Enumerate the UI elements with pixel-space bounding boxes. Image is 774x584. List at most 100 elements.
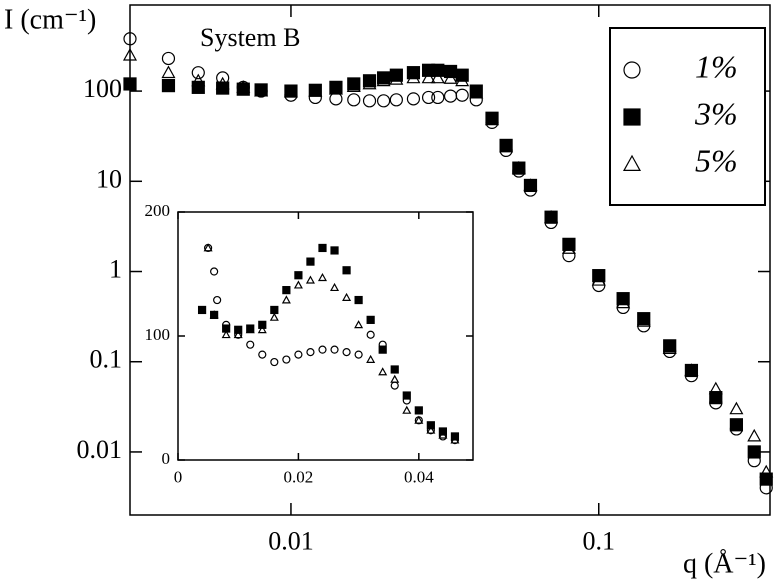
data-point [592, 269, 606, 283]
data-point [354, 295, 363, 305]
data-point [281, 295, 291, 304]
data-point [455, 88, 469, 102]
data-point [318, 345, 327, 354]
data-point [376, 73, 391, 87]
data-point [294, 350, 303, 359]
data-point [561, 241, 576, 254]
data-point [306, 257, 315, 266]
data-point [215, 76, 230, 90]
data-point [469, 85, 484, 99]
data-point [414, 406, 423, 415]
data-point [161, 51, 176, 66]
data-point [443, 71, 458, 84]
data-point [616, 292, 630, 306]
x-tick-label: 0.04 [404, 468, 434, 487]
data-point [269, 312, 279, 321]
data-point [389, 68, 403, 82]
x-tick-label: 0.1 [583, 527, 616, 556]
data-point [347, 93, 361, 107]
data-point [191, 80, 205, 94]
data-point [708, 381, 723, 395]
data-point [210, 267, 219, 276]
data-point [283, 84, 298, 98]
data-point [257, 325, 267, 334]
data-point [293, 280, 303, 289]
data-point [254, 83, 269, 97]
x-axis-label: q (Å⁻¹) [683, 548, 766, 579]
data-point [330, 282, 340, 292]
data-point [282, 286, 291, 295]
y-tick-label: 10 [96, 164, 122, 193]
y-tick-label: 0.01 [77, 435, 123, 464]
data-point [317, 272, 328, 282]
data-point [389, 72, 404, 85]
data-point [366, 330, 375, 339]
legend-marker [623, 61, 641, 79]
data-point [236, 80, 251, 93]
data-point [161, 65, 176, 79]
data-point [759, 472, 773, 486]
data-point [562, 237, 576, 251]
data-point [378, 345, 387, 354]
plot-frame [177, 211, 474, 461]
data-point [402, 391, 411, 400]
data-point [431, 90, 445, 105]
data-point [197, 305, 207, 315]
data-point [406, 92, 421, 106]
data-point [759, 464, 774, 478]
data-point [469, 84, 483, 98]
legend-label: 3% [694, 95, 738, 131]
data-point [747, 445, 761, 459]
data-point [390, 374, 400, 383]
data-point [421, 70, 436, 84]
data-point [270, 357, 279, 367]
data-point [161, 79, 176, 93]
data-point [330, 345, 339, 354]
data-point [329, 80, 343, 94]
data-point [484, 112, 500, 126]
data-point [616, 295, 631, 309]
data-point [450, 435, 460, 444]
data-point [662, 341, 677, 354]
legend-marker [623, 108, 641, 126]
data-point [389, 93, 403, 107]
data-point [455, 73, 470, 87]
legend-label: 5% [695, 142, 738, 178]
data-point [511, 160, 526, 174]
data-point [216, 81, 230, 95]
data-point [308, 83, 323, 97]
data-point [377, 94, 391, 108]
data-point [191, 66, 205, 80]
y-axis-label: I (cm⁻¹) [4, 4, 96, 35]
y-tick-label: 200 [145, 201, 171, 220]
y-tick-label: 0 [162, 449, 171, 468]
data-point [330, 246, 339, 255]
data-point [221, 330, 231, 339]
data-point [354, 320, 364, 329]
y-tick-label: 100 [145, 325, 171, 344]
data-point [414, 415, 424, 424]
data-point [378, 367, 388, 376]
data-point [245, 325, 255, 334]
data-point [431, 63, 445, 77]
data-point [709, 391, 723, 405]
data-point [366, 315, 375, 324]
data-point [328, 81, 343, 95]
data-point [233, 330, 243, 339]
annotation: System B [200, 23, 300, 52]
data-point [346, 79, 361, 93]
data-point [406, 70, 421, 84]
data-point [402, 405, 412, 414]
y-tick-label: 100 [83, 74, 122, 103]
data-point [362, 76, 377, 90]
data-point [209, 310, 219, 319]
data-point [318, 243, 327, 253]
data-point [362, 94, 377, 108]
data-point [258, 320, 267, 329]
data-point [421, 90, 436, 105]
data-point [123, 77, 137, 91]
data-point [544, 209, 559, 223]
y-tick-label: 0.1 [90, 345, 123, 374]
data-point [636, 314, 651, 327]
data-point [499, 139, 514, 153]
